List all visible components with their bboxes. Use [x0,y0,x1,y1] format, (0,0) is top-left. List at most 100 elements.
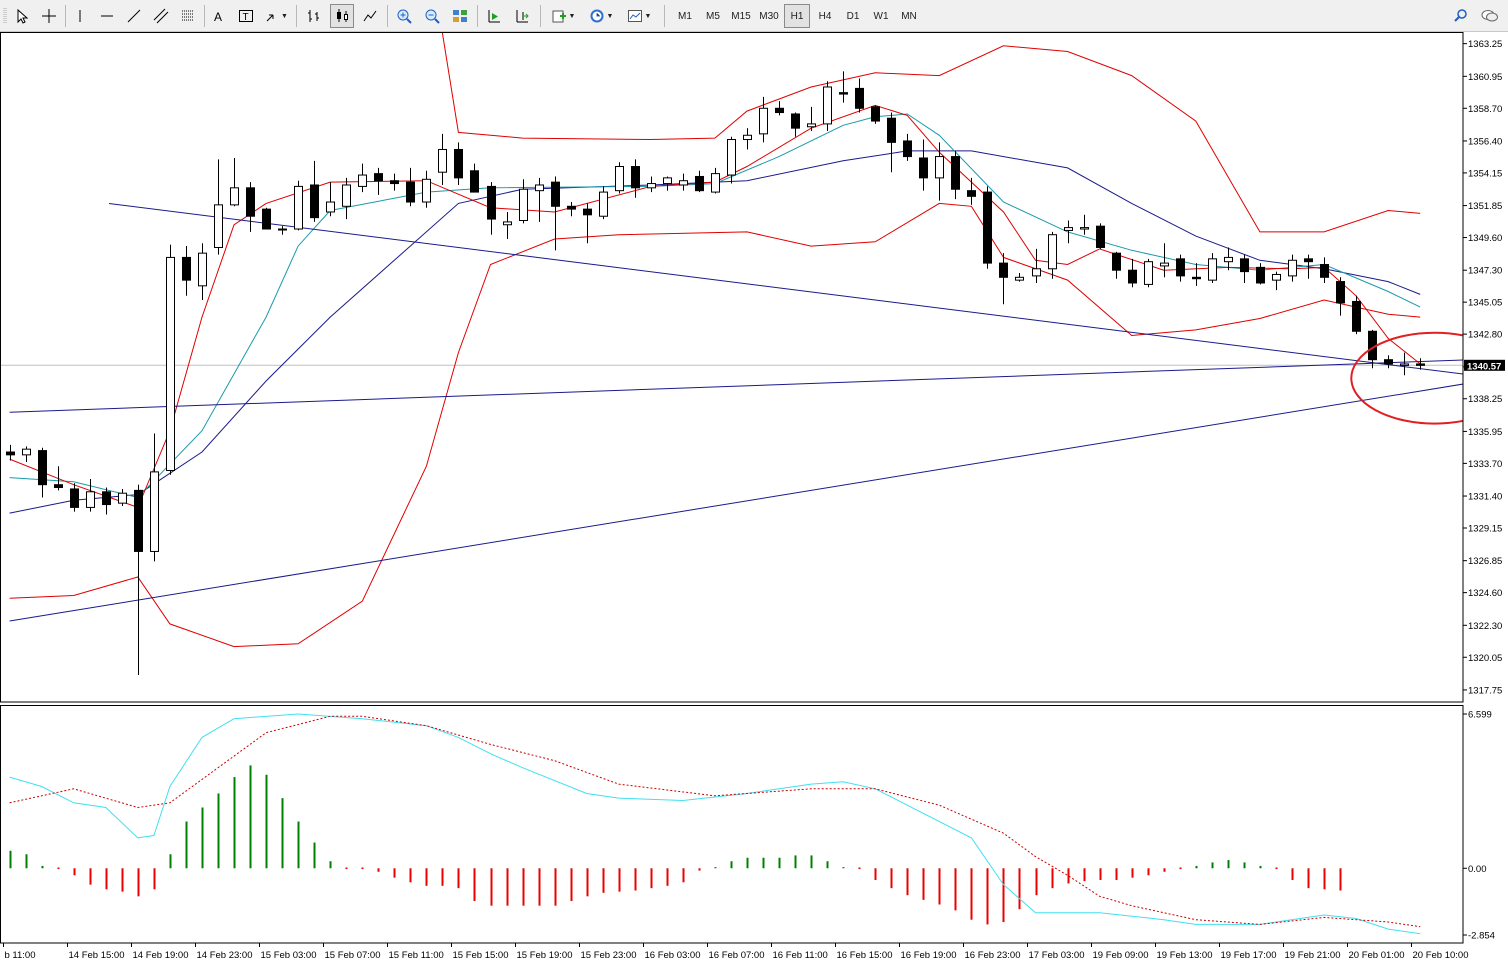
candle[interactable] [438,133,447,185]
equidistant-channel-tool[interactable] [149,4,173,28]
candle[interactable] [1208,253,1217,283]
candle[interactable] [887,112,896,173]
candle[interactable] [999,253,1008,305]
candlestick-button[interactable] [330,4,354,28]
candle[interactable] [535,177,544,222]
candle[interactable] [134,484,143,676]
candle[interactable] [935,142,944,201]
candle[interactable] [519,179,528,224]
candle[interactable] [551,176,560,251]
candle[interactable] [262,207,271,230]
candle[interactable] [390,173,399,191]
candle[interactable] [1128,258,1137,288]
candle[interactable] [695,170,704,193]
candle[interactable] [1304,254,1313,279]
candle[interactable] [807,106,816,132]
candle[interactable] [487,182,496,235]
candle[interactable] [406,167,415,207]
candle[interactable] [166,244,175,475]
trendline-tool[interactable] [122,4,146,28]
timeframe-m30[interactable]: M30 [759,10,779,22]
candle[interactable] [182,246,191,296]
candle[interactable] [759,96,768,143]
candle[interactable] [711,167,720,194]
fibonacci-tool[interactable] [176,4,200,28]
zoom-in-button[interactable] [392,4,416,28]
candle[interactable] [567,202,576,217]
candle[interactable] [374,167,383,195]
candle[interactable] [503,211,512,239]
candle[interactable] [1336,277,1345,316]
timeframe-h4[interactable]: H4 [818,10,832,22]
candle[interactable] [1384,355,1393,369]
candle[interactable] [871,105,880,124]
candle[interactable] [86,479,95,512]
candle[interactable] [919,139,928,191]
tile-windows-button[interactable] [448,4,472,28]
candle[interactable] [967,177,976,205]
candle[interactable] [1288,254,1297,282]
text-label-tool[interactable]: T [234,4,258,28]
arrows-tool[interactable]: ▼ [261,4,291,28]
candle[interactable] [1176,254,1185,282]
timeframe-w1[interactable]: W1 [873,10,889,22]
timeframe-mn[interactable]: MN [901,10,917,22]
candle[interactable] [454,142,463,185]
trendline-3[interactable] [9,382,1474,622]
candle[interactable] [198,243,207,301]
candle[interactable] [983,186,992,269]
candle[interactable] [358,163,367,193]
candle[interactable] [823,81,832,132]
candle[interactable] [727,136,736,184]
periods-button[interactable]: ▼ [584,4,618,28]
bar-chart-button[interactable] [302,4,326,28]
indicators-button[interactable]: ▼ [546,4,580,28]
candle[interactable] [1160,243,1169,278]
trendline-1[interactable] [108,202,1473,375]
text-tool[interactable]: A [207,4,231,28]
candle[interactable] [1400,352,1409,376]
candle[interactable] [1416,358,1425,370]
candle[interactable] [1112,251,1121,279]
candle[interactable] [855,78,864,113]
price-pane[interactable] [0,32,1508,676]
candle[interactable] [615,162,624,194]
candle[interactable] [1320,257,1329,283]
candle[interactable] [118,488,127,506]
candle[interactable] [631,159,640,198]
candle[interactable] [278,226,287,235]
candle[interactable] [679,173,688,191]
candle[interactable] [599,186,608,220]
candle[interactable] [791,112,800,137]
macd-pane[interactable] [9,713,1421,935]
candle[interactable] [647,176,656,193]
candle[interactable] [583,203,592,244]
zoom-out-button[interactable] [420,4,444,28]
chart-canvas[interactable]: 1363.25 1360.95 1358.70 1356.40 1354.15 1351.… [0,32,1508,966]
chat-button[interactable] [1478,4,1502,28]
chart-window[interactable]: 1363.25 1360.95 1358.70 1356.40 1354.15 1351.… [0,32,1508,966]
candle[interactable] [310,160,319,222]
candle[interactable] [1048,231,1057,279]
candle[interactable] [1240,254,1249,283]
candle[interactable] [1272,271,1281,291]
candle[interactable] [1352,295,1361,335]
candle[interactable] [743,128,752,150]
candle[interactable] [246,182,255,232]
line-chart-button[interactable] [358,4,382,28]
candle[interactable] [70,483,79,512]
candle[interactable] [1080,214,1089,235]
candle[interactable] [422,170,431,208]
horizontal-line-tool[interactable] [95,4,119,28]
candle[interactable] [1256,263,1265,285]
cursor-tool[interactable] [10,4,34,28]
candle[interactable] [6,444,15,461]
candle[interactable] [342,177,351,220]
candle[interactable] [54,466,63,491]
timeframe-m5[interactable]: M5 [706,10,720,22]
candle[interactable] [326,182,335,217]
candle[interactable] [663,176,672,191]
candle[interactable] [1064,220,1073,244]
candle[interactable] [1096,223,1105,249]
candle[interactable] [1144,258,1153,288]
